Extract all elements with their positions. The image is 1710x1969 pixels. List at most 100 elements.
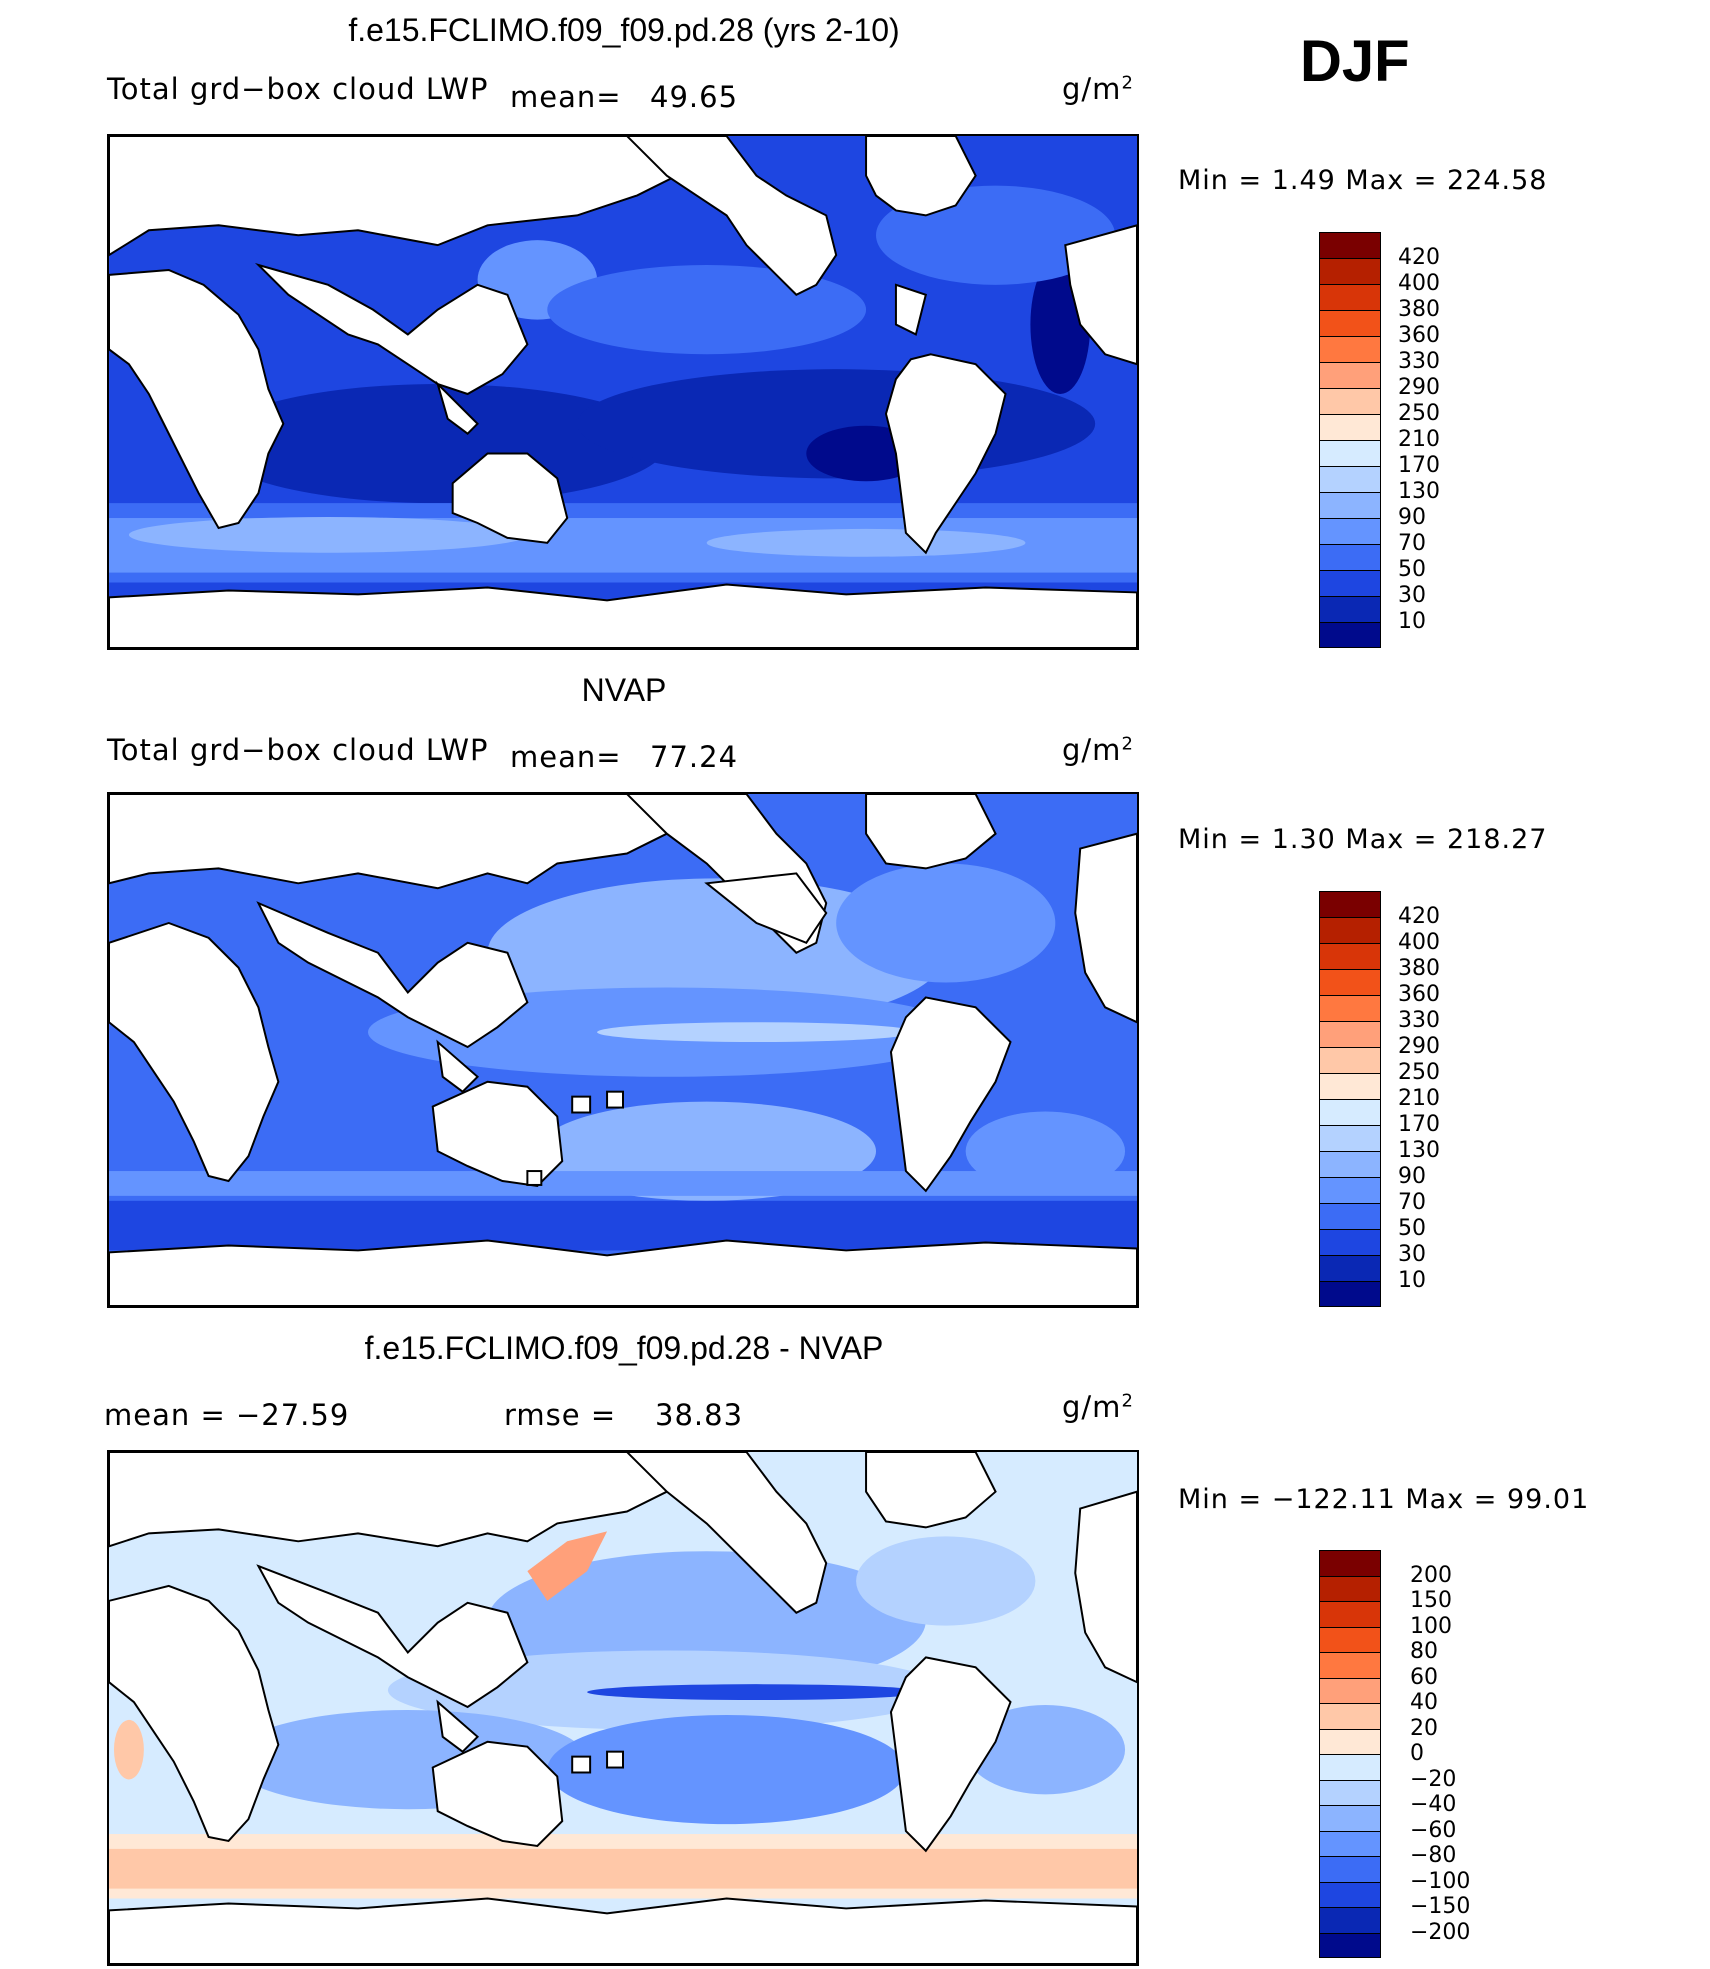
panel-3-colorbar-swatch [1320,1550,1380,1576]
panel-3-colorbar-swatch [1320,1575,1380,1601]
panel-2-colorbar-swatch [1320,1229,1380,1255]
panel-1-colorbar-swatch [1320,362,1380,388]
colorbar-tick-label: 170 [1398,453,1440,478]
panel-1-colorbar-swatch [1320,310,1380,336]
panel-1-mean-value: 49.65 [650,80,739,114]
colorbar-tick-label: 250 [1398,401,1440,426]
colorbar-tick-label: −40 [1410,1792,1457,1817]
colorbar-tick-label: 10 [1398,1268,1426,1293]
colorbar-tick-label: −20 [1410,1766,1457,1792]
colorbar-tick-label: −200 [1410,1919,1471,1945]
panel-2-map [107,792,1139,1308]
panel-1-colorbar-swatch [1320,518,1380,544]
panel-1-colorbar-swatch [1320,492,1380,518]
colorbar-tick-label: 150 [1410,1588,1452,1613]
colorbar-tick-label: 420 [1398,904,1440,929]
panel-2-colorbar-swatch [1320,995,1380,1021]
panel-2-mean-label: mean= [510,740,622,774]
panel-3-colorbar-swatch [1320,1830,1380,1856]
colorbar-tick-label: 70 [1398,531,1426,556]
panel-3-colorbar-swatch [1320,1626,1380,1652]
colorbar-tick-label: 30 [1398,1242,1426,1267]
panel-3-colorbar-swatch [1320,1779,1380,1805]
panel-3-colorbar-swatch [1320,1601,1380,1627]
panel-3-colorbar-swatch [1320,1652,1380,1678]
colorbar-tick-label: 360 [1398,982,1440,1007]
panel-1-colorbar-swatch [1320,232,1380,258]
panel-1-colorbar-swatch [1320,388,1380,414]
panel-1-minmax: Min = 1.49 Max = 224.58 [1178,165,1548,196]
panel-3-colorbar [1319,1550,1381,1958]
panel-3-colorbar-swatch [1320,1805,1380,1831]
panel-2-minmax: Min = 1.30 Max = 218.27 [1178,824,1548,855]
panel-2-units: g/m2 [1062,733,1134,767]
colorbar-tick-label: 100 [1410,1613,1452,1639]
panel-3-colorbar-swatch [1320,1703,1380,1729]
colorbar-tick-label: 130 [1398,1138,1440,1163]
colorbar-tick-label: −100 [1410,1868,1471,1894]
colorbar-tick-label: 60 [1410,1664,1438,1690]
panel-1-colorbar-swatch [1320,544,1380,570]
panel-2-colorbar-swatch [1320,1281,1380,1307]
colorbar-tick-label: −60 [1410,1817,1457,1843]
colorbar-tick-label: 290 [1398,375,1440,400]
colorbar-tick-label: 0 [1410,1741,1424,1766]
colorbar-tick-label: 20 [1410,1715,1438,1741]
colorbar-tick-label: 330 [1398,349,1440,374]
panel-3-minmax: Min = −122.11 Max = 99.01 [1178,1484,1590,1515]
panel-2-colorbar-swatch [1320,917,1380,943]
panel-1-colorbar [1319,232,1381,648]
panel-2-colorbar-swatch [1320,1021,1380,1047]
panel-1-colorbar-swatch [1320,440,1380,466]
panel-1-colorbar-swatch [1320,466,1380,492]
panel-2-colorbar-swatch [1320,969,1380,995]
colorbar-tick-label: 400 [1398,930,1440,955]
panel-2-mean-value: 77.24 [650,740,739,774]
colorbar-tick-label: 50 [1398,1216,1426,1241]
panel-1-title: f.e15.FCLIMO.f09_f09.pd.28 (yrs 2-10) [348,12,900,48]
panel-2-colorbar-swatch [1320,1047,1380,1073]
colorbar-tick-label: 250 [1398,1060,1440,1085]
panel-2-colorbar-swatch [1320,1073,1380,1099]
panel-3-rmse-value: 38.83 [655,1398,744,1432]
panel-2-colorbar-swatch [1320,1125,1380,1151]
panel-2-colorbar-swatch [1320,1177,1380,1203]
panel-2-colorbar-swatch [1320,1203,1380,1229]
colorbar-tick-label: 290 [1398,1034,1440,1059]
panel-3-colorbar-swatch [1320,1907,1380,1933]
panel-2-colorbar-swatch [1320,891,1380,917]
colorbar-tick-label: 90 [1398,505,1426,530]
colorbar-tick-label: 210 [1398,427,1440,452]
colorbar-tick-label: −80 [1410,1843,1457,1868]
panel-2-title: NVAP [581,672,667,708]
panel-2-colorbar [1319,891,1381,1307]
panel-2-colorbar-swatch [1320,943,1380,969]
panel-2-variable-label: Total grd−box cloud LWP [107,733,489,767]
colorbar-tick-label: 420 [1398,245,1440,270]
panel-1-colorbar-swatch [1320,622,1380,648]
colorbar-tick-label: 40 [1410,1690,1438,1715]
colorbar-tick-label: 30 [1398,583,1426,608]
panel-3-map [107,1450,1139,1966]
colorbar-tick-label: 200 [1410,1562,1452,1588]
colorbar-tick-label: −150 [1410,1894,1471,1919]
colorbar-tick-label: 400 [1398,271,1440,296]
colorbar-tick-label: 10 [1398,609,1426,634]
panel-1-colorbar-swatch [1320,596,1380,622]
panel-1-colorbar-swatch [1320,414,1380,440]
panel-3-rmse-label: rmse = [504,1398,617,1432]
panel-1-variable-label: Total grd−box cloud LWP [107,72,489,106]
panel-1-mean-label: mean= [510,80,622,114]
colorbar-tick-label: 330 [1398,1008,1440,1033]
colorbar-tick-label: 50 [1398,557,1426,582]
panel-2-colorbar-swatch [1320,1099,1380,1125]
panel-3-units: g/m2 [1062,1390,1134,1424]
colorbar-tick-label: 170 [1398,1112,1440,1137]
panel-3-title: f.e15.FCLIMO.f09_f09.pd.28 - NVAP [364,1330,884,1366]
colorbar-tick-label: 90 [1398,1164,1426,1189]
panel-2-colorbar-swatch [1320,1255,1380,1281]
colorbar-tick-label: 380 [1398,297,1440,322]
panel-1-map [107,134,1139,650]
panel-3-colorbar-swatch [1320,1728,1380,1754]
panel-1-colorbar-swatch [1320,284,1380,310]
